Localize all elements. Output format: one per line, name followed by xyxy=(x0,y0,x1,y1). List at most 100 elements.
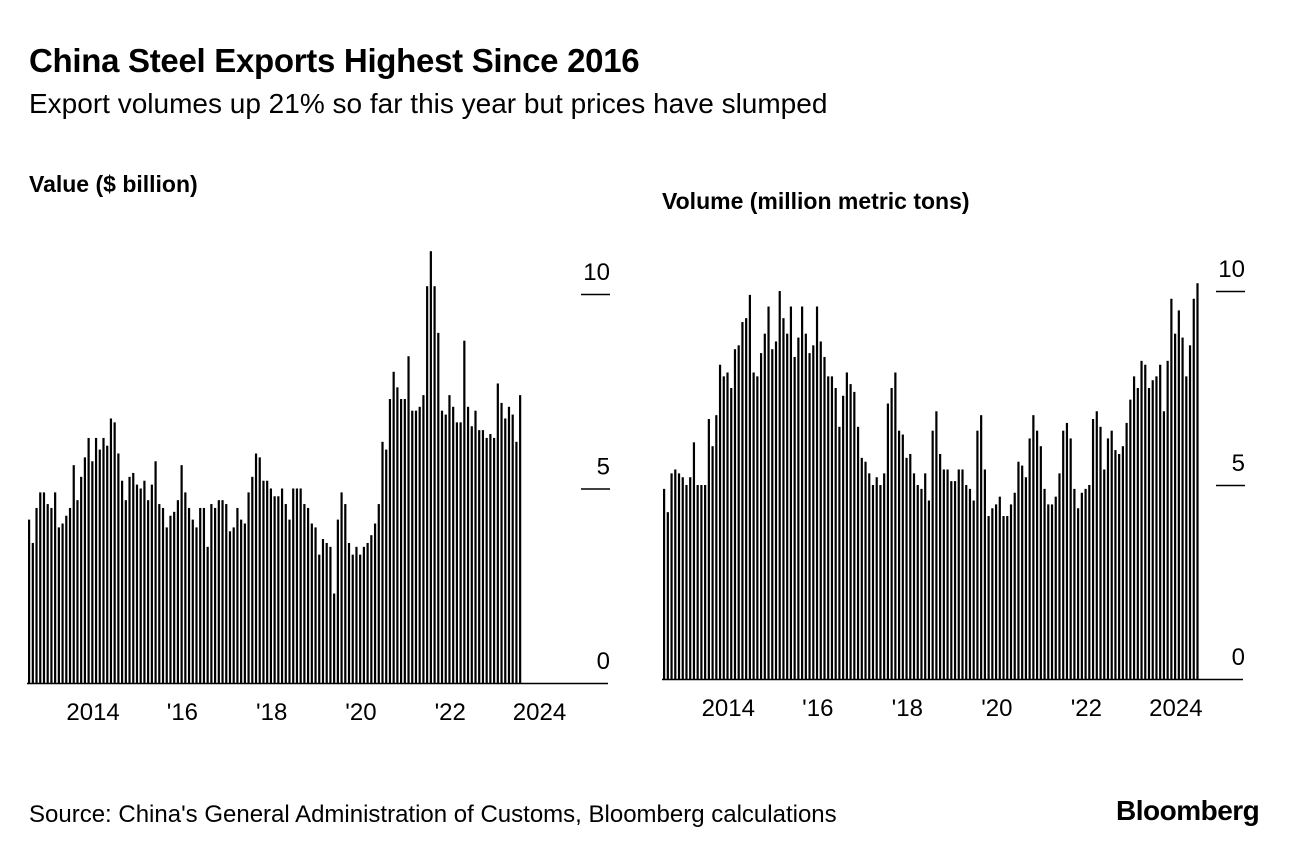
bar xyxy=(723,376,725,679)
bar xyxy=(1167,361,1169,679)
bar xyxy=(913,473,915,679)
bar xyxy=(218,500,220,683)
bar xyxy=(478,430,480,683)
bar xyxy=(340,492,342,683)
bar xyxy=(407,356,409,683)
bar xyxy=(969,489,971,679)
bar xyxy=(827,376,829,679)
bar xyxy=(745,318,747,679)
bar xyxy=(816,307,818,679)
bar xyxy=(1144,365,1146,679)
bar xyxy=(1140,361,1142,679)
bar xyxy=(1043,489,1045,679)
bar xyxy=(456,422,458,683)
bar xyxy=(689,477,691,679)
bar xyxy=(352,555,354,683)
bar xyxy=(790,307,792,679)
bar xyxy=(1021,466,1023,679)
bar xyxy=(303,504,305,683)
bar xyxy=(169,516,171,683)
bar xyxy=(1107,438,1109,679)
bar xyxy=(909,454,911,679)
bar xyxy=(920,489,922,679)
bar xyxy=(1055,497,1057,679)
bar xyxy=(939,454,941,679)
bar xyxy=(28,520,30,683)
source-note: Source: China's General Administration o… xyxy=(29,801,837,829)
bar xyxy=(54,492,56,683)
bar xyxy=(300,489,302,684)
volume-chart-title: Volume (million metric tons) xyxy=(662,188,970,214)
bar xyxy=(102,438,104,683)
bar xyxy=(1096,411,1098,679)
bar xyxy=(1133,376,1135,679)
bar xyxy=(337,520,339,683)
bar xyxy=(674,469,676,679)
bar xyxy=(210,504,212,683)
y-tick-label: 10 xyxy=(1218,256,1245,283)
bar xyxy=(1185,376,1187,679)
bar xyxy=(1152,380,1154,679)
bar xyxy=(1178,310,1180,679)
bar xyxy=(1029,438,1031,679)
bar xyxy=(835,388,837,679)
bar xyxy=(121,481,123,683)
bar xyxy=(214,508,216,683)
bar xyxy=(47,504,49,683)
bar xyxy=(430,251,432,683)
bar xyxy=(883,473,885,679)
value-chart-title: Value ($ billion) xyxy=(29,171,198,197)
bar xyxy=(244,524,246,683)
bar xyxy=(50,508,52,683)
bar xyxy=(868,473,870,679)
bar xyxy=(393,372,395,683)
bar xyxy=(1032,415,1034,679)
bar xyxy=(173,512,175,683)
bar xyxy=(500,403,502,683)
bar xyxy=(1181,338,1183,679)
bar xyxy=(292,489,294,684)
bar xyxy=(864,462,866,679)
bar xyxy=(95,438,97,683)
volume-chart: Volume (million metric tons) 05102014'16… xyxy=(662,188,1245,722)
bar xyxy=(448,395,450,683)
bar xyxy=(110,418,112,683)
bar xyxy=(266,481,268,683)
bar xyxy=(1170,299,1172,679)
bar xyxy=(240,520,242,683)
bar xyxy=(39,492,41,683)
bar xyxy=(1137,388,1139,679)
bar xyxy=(106,446,108,683)
bar xyxy=(1126,423,1128,679)
bar xyxy=(374,524,376,683)
bar xyxy=(441,411,443,683)
bar xyxy=(1070,438,1072,679)
bar xyxy=(65,516,67,683)
bar xyxy=(43,492,45,683)
bar xyxy=(771,349,773,679)
bar xyxy=(1040,446,1042,679)
bar xyxy=(719,365,721,679)
bar xyxy=(177,500,179,683)
bar xyxy=(370,535,372,683)
y-tick-label: 5 xyxy=(597,454,610,481)
bar xyxy=(381,442,383,683)
bar xyxy=(1118,454,1120,679)
bar xyxy=(128,477,130,683)
bar xyxy=(229,531,231,683)
bar xyxy=(236,508,238,683)
bar xyxy=(1099,427,1101,679)
bar xyxy=(311,524,313,683)
bar xyxy=(715,415,717,679)
bar xyxy=(853,392,855,679)
bar xyxy=(270,489,272,684)
bar xyxy=(711,446,713,679)
bar xyxy=(876,477,878,679)
bar xyxy=(850,384,852,679)
bar xyxy=(318,555,320,683)
bar xyxy=(1196,283,1198,679)
bar xyxy=(363,547,365,683)
bar xyxy=(125,500,127,683)
bar xyxy=(812,345,814,679)
bar xyxy=(504,418,506,683)
